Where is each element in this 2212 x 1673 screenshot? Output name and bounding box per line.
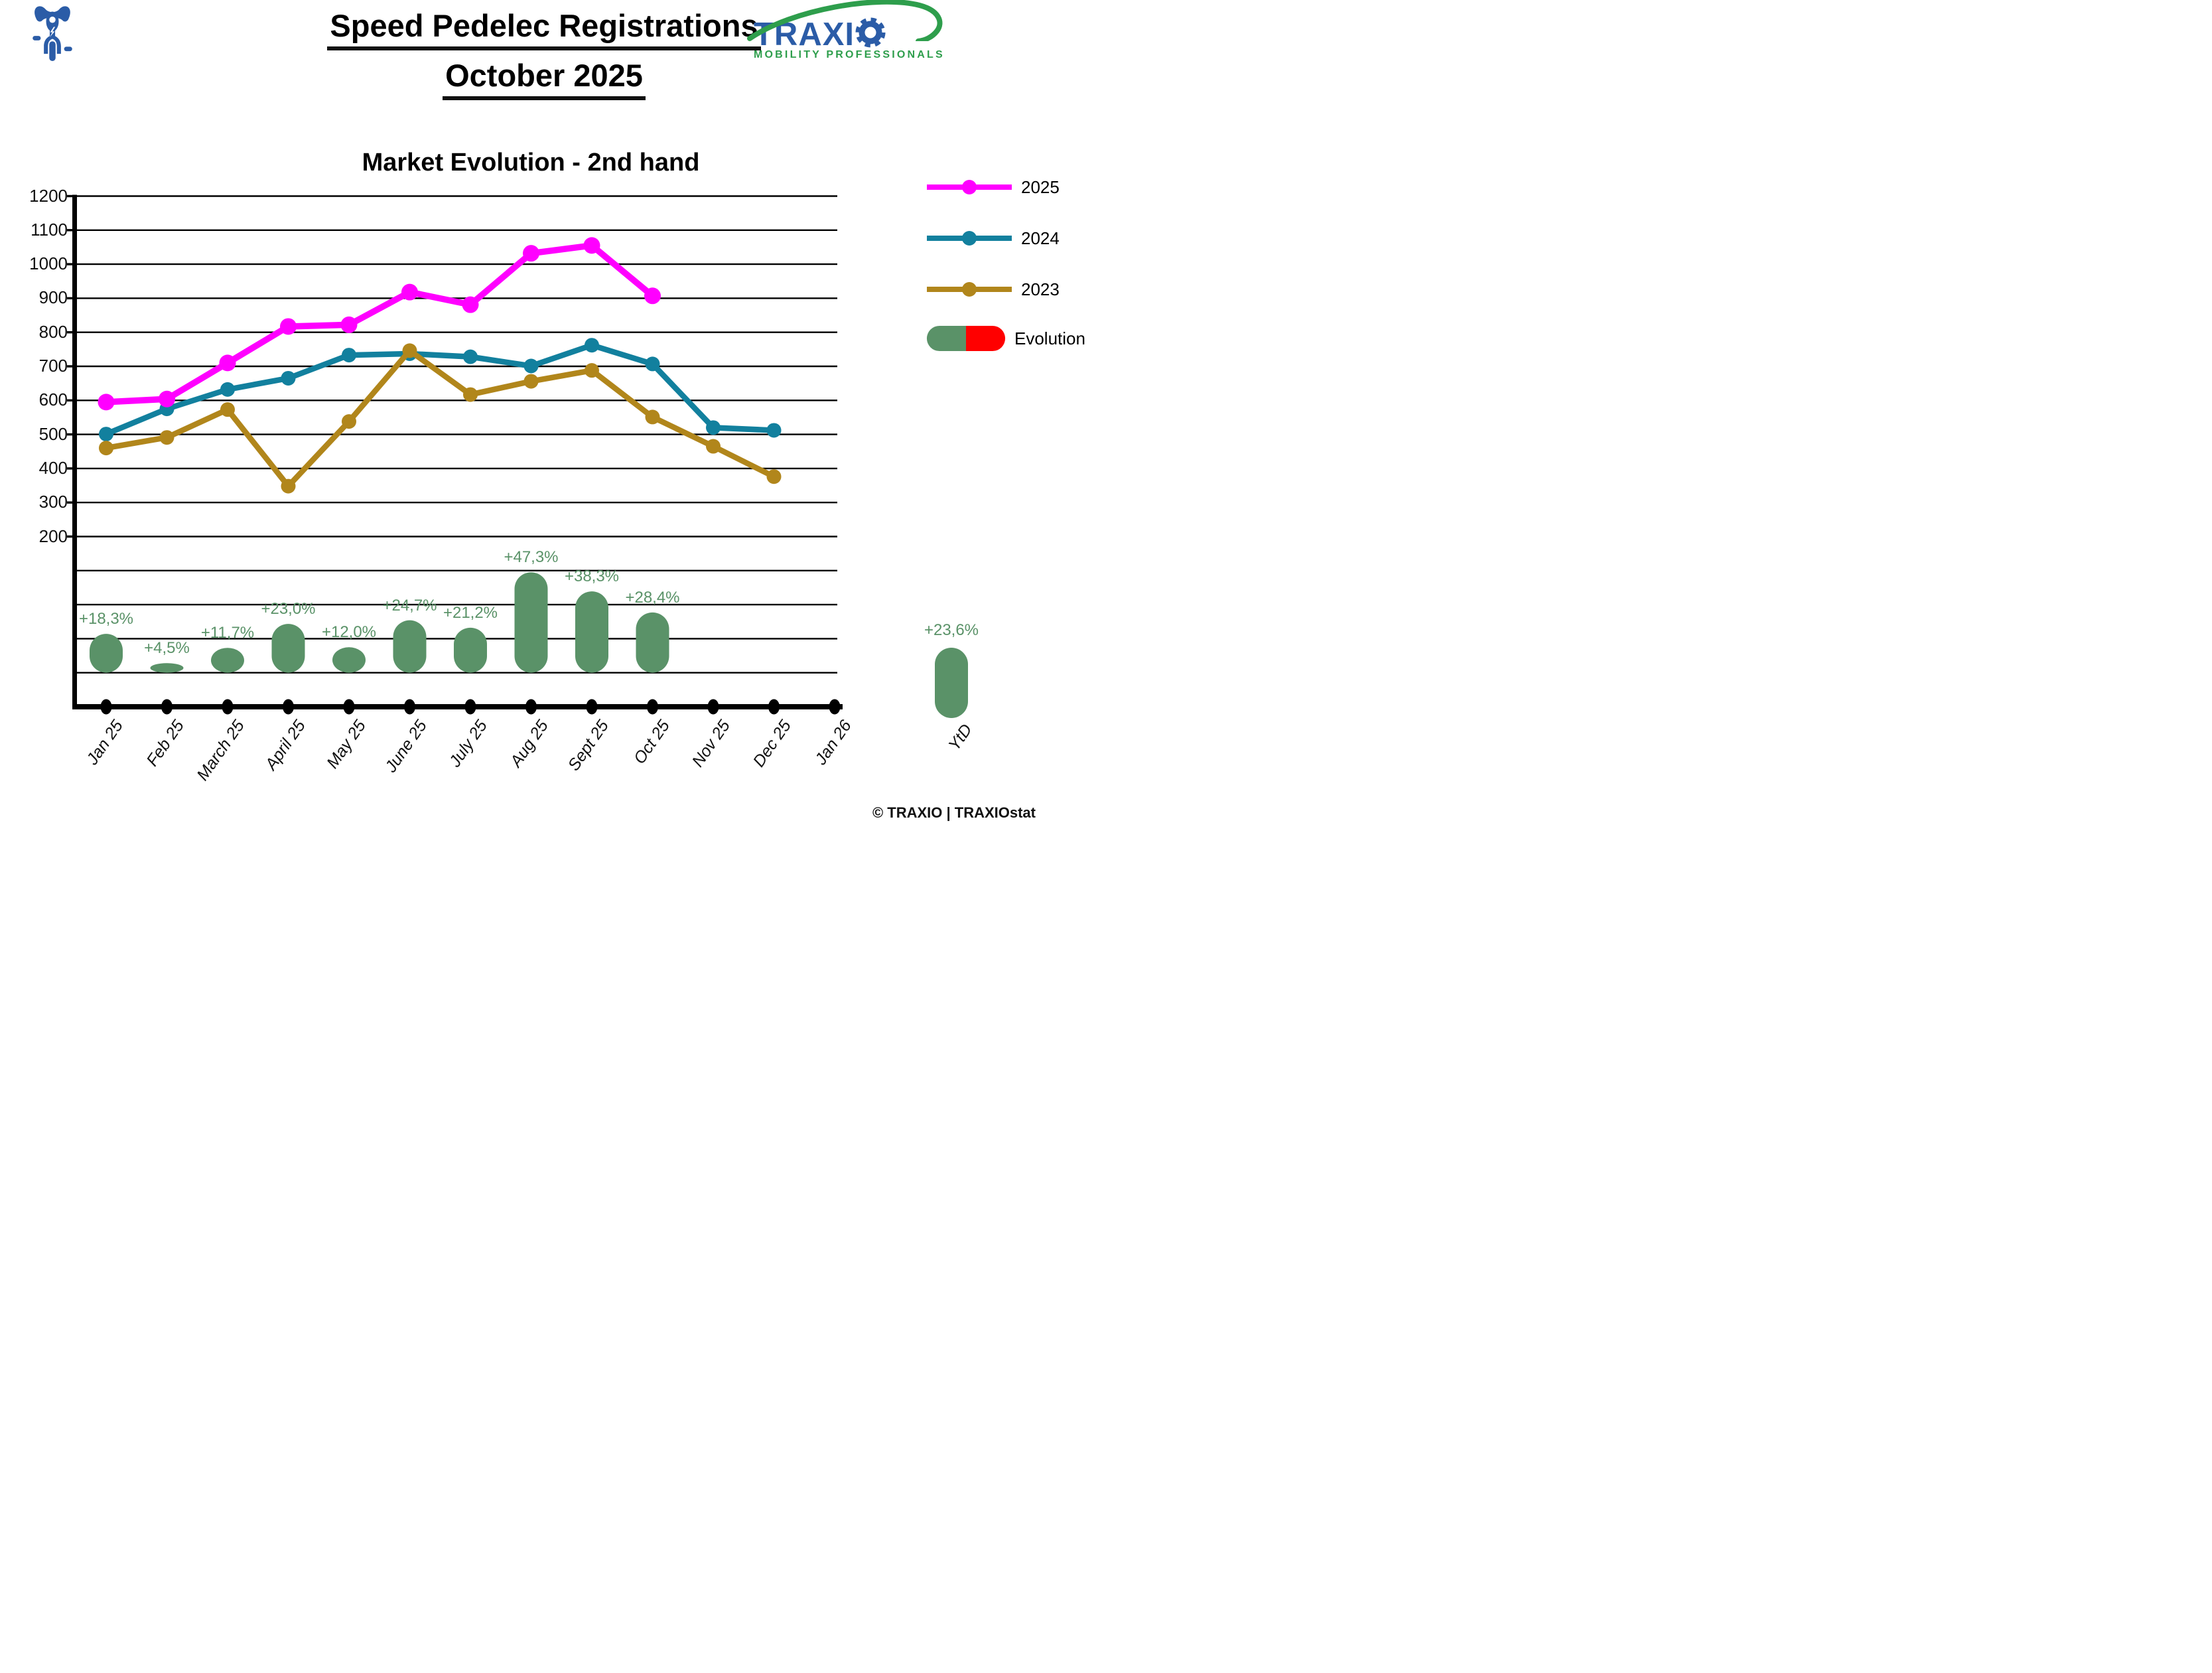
chart-title: Market Evolution - 2nd hand xyxy=(362,149,700,177)
page-title: Speed Pedelec Registrations October 2025 xyxy=(186,7,902,100)
y-axis-label: 1200 xyxy=(29,185,68,206)
legend-label-2023: 2023 xyxy=(1021,279,1060,299)
legend-label-2025: 2025 xyxy=(1021,177,1060,197)
y-axis-label: 1100 xyxy=(31,219,68,240)
evolution-label: +4,5% xyxy=(144,639,190,658)
evolution-label: +18,3% xyxy=(78,610,134,628)
evolution-label: +24,7% xyxy=(382,596,437,615)
traxio-logo: TRAXI MOBILITY PROFESSIONALS xyxy=(746,0,985,62)
legend-label-2024: 2024 xyxy=(1021,228,1060,248)
market-evolution-plot xyxy=(67,194,968,718)
electric-bike-icon-svg xyxy=(33,6,72,61)
evolution-label: +23,0% xyxy=(261,600,316,618)
y-axis-label: 800 xyxy=(38,321,68,342)
evolution-label: +28,4% xyxy=(625,588,680,607)
legend-pill-icon xyxy=(926,325,1006,352)
electric-bike-icon xyxy=(29,3,76,61)
gear-icon xyxy=(855,17,886,51)
evolution-label: +11,7% xyxy=(200,624,255,642)
y-axis-label: 400 xyxy=(38,457,68,478)
legend-item-2023: 2023 xyxy=(924,276,1060,303)
y-axis-label: 700 xyxy=(38,356,68,376)
traxio-logo-text: TRAXI xyxy=(754,16,886,53)
evolution-label: +12,0% xyxy=(321,623,377,642)
y-axis-label: 1000 xyxy=(29,254,68,274)
legend-line-2025-icon xyxy=(927,180,1012,194)
y-axis-label: 300 xyxy=(38,492,68,512)
evolution-label: +47,3% xyxy=(504,548,559,567)
y-axis-label: 200 xyxy=(38,526,68,546)
page-title-line1: Speed Pedelec Registrations xyxy=(327,7,761,50)
legend-line-2023-icon xyxy=(927,282,1012,297)
legend-item-evolution: Evolution xyxy=(924,325,1085,352)
legend-item-2025: 2025 xyxy=(924,174,1060,200)
swoosh-icon xyxy=(747,0,943,41)
evolution-label: +21,2% xyxy=(443,603,498,622)
y-axis-label: 600 xyxy=(38,390,68,410)
traxio-brand-text: TRAXI xyxy=(754,17,855,52)
legend-item-2024: 2024 xyxy=(924,225,1060,252)
evolution-label: +38,3% xyxy=(564,567,620,586)
legend-line-2024-icon xyxy=(927,231,1012,246)
page-title-line2: October 2025 xyxy=(443,56,646,100)
copyright-text: © TRAXIO | TRAXIOstat xyxy=(872,804,1036,821)
traxio-tagline: MOBILITY PROFESSIONALS xyxy=(754,49,945,60)
evolution-ytd-label: +23,6% xyxy=(924,621,979,639)
y-axis-label: 900 xyxy=(38,287,68,308)
y-axis-label: 500 xyxy=(38,423,68,444)
legend-label-evolution: Evolution xyxy=(1014,328,1085,348)
page: Speed Pedelec Registrations October 2025… xyxy=(0,0,1106,837)
